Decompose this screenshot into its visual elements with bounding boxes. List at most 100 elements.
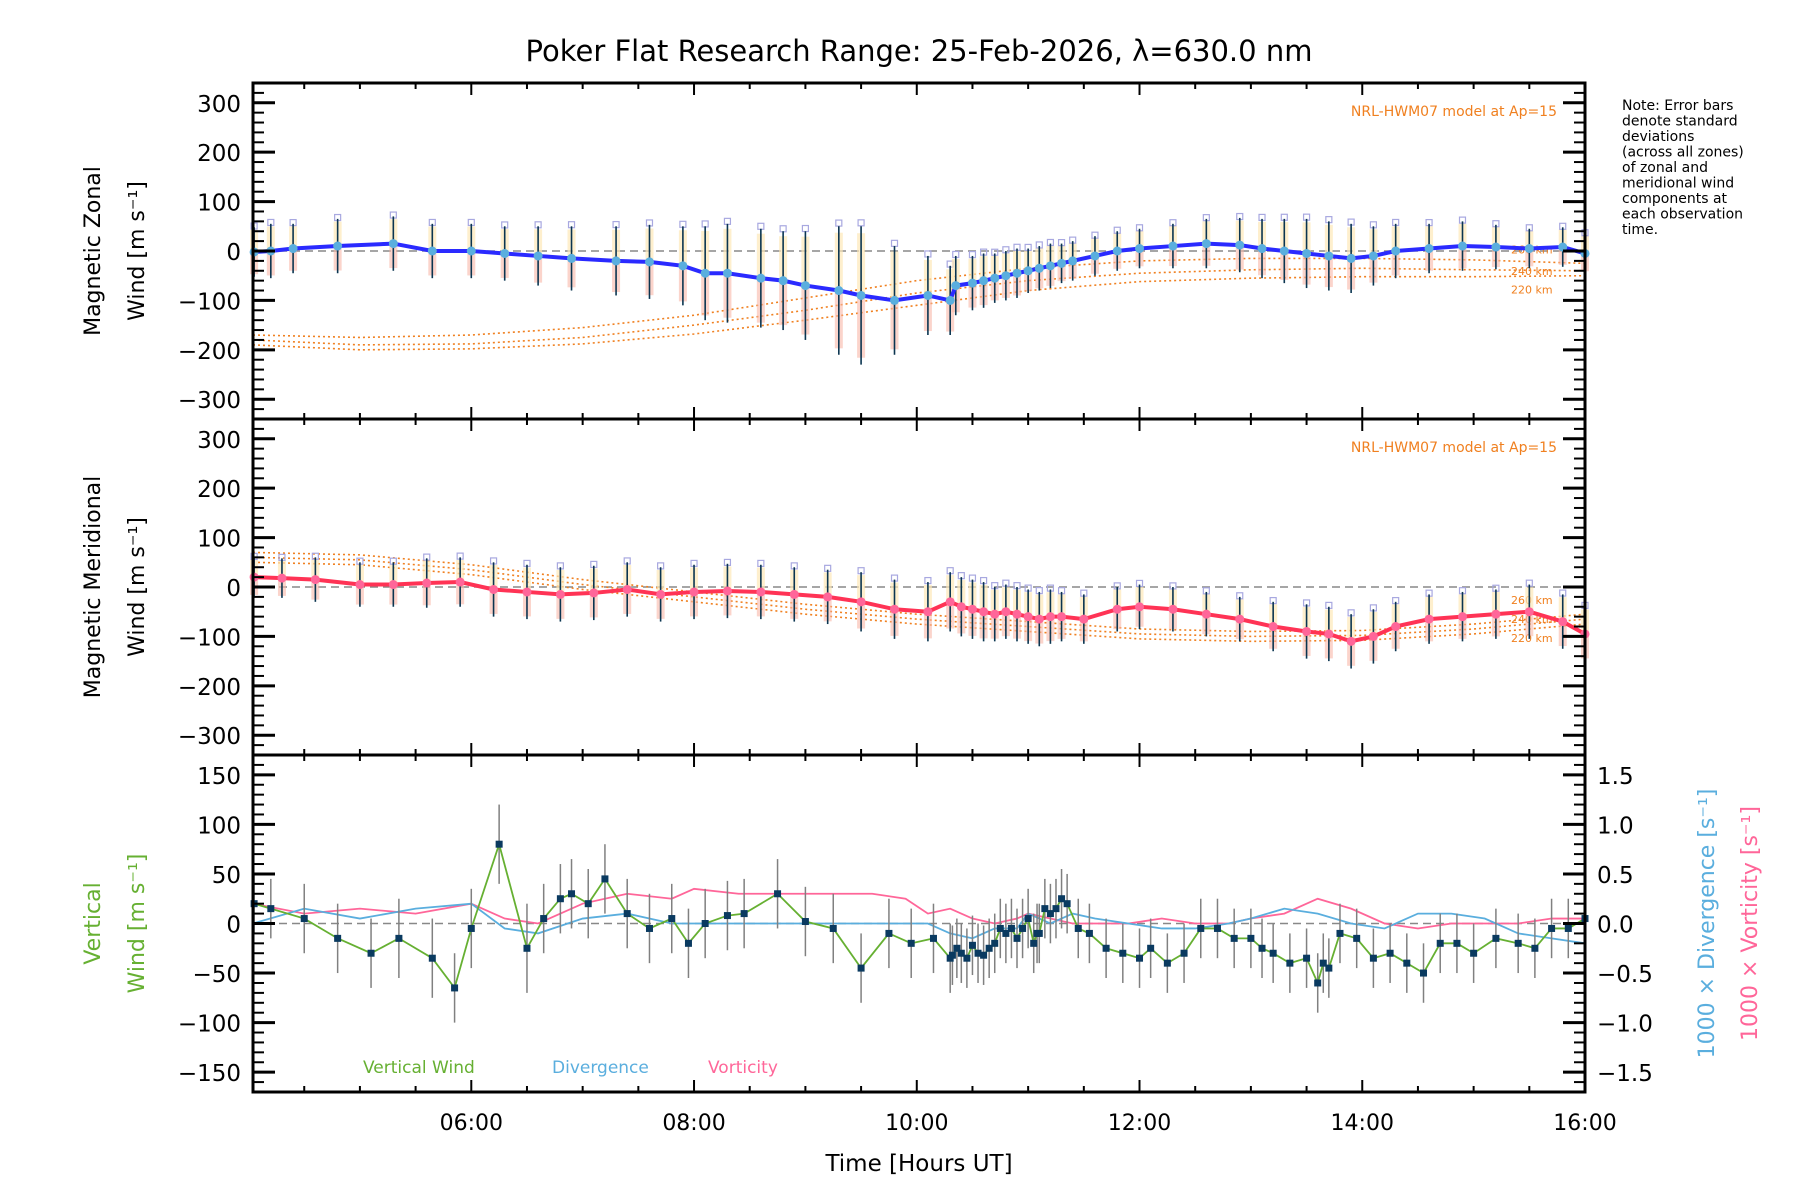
meridional-wind-point (856, 597, 866, 607)
meridional-wind-point (1045, 612, 1055, 622)
x-tick-label: 14:00 (1331, 1111, 1394, 1136)
y-axis-label-line2: Wind [m s⁻¹] (125, 854, 150, 994)
y-tick-label: 200 (197, 141, 241, 167)
y-tick-label: 100 (197, 191, 241, 217)
vertical-wind-point (1119, 949, 1127, 957)
meridional-wind-point (889, 604, 899, 614)
note-line: (across all zones) (1622, 145, 1744, 161)
vertical-wind-point (1314, 979, 1322, 987)
zonal-wind-point (1112, 246, 1122, 256)
note-line: components at (1622, 191, 1728, 207)
note-line: deviations (1622, 129, 1694, 145)
meridional-wind-point (555, 589, 565, 599)
meridional-wind-point (722, 586, 732, 596)
zonal-wind-point (756, 273, 766, 283)
zone-point (701, 220, 709, 228)
meridional-wind-point (656, 589, 666, 599)
y2-tick-label: 1.0 (1597, 813, 1634, 839)
vertical-wind-point (1319, 959, 1327, 967)
vertical-wind-point (1046, 910, 1054, 918)
vertical-wind-point (929, 934, 937, 942)
note-line: Note: Error bars (1622, 98, 1733, 114)
zone-point (757, 222, 765, 230)
vertical-wind-point (948, 951, 956, 959)
vertical-wind-point (1102, 944, 1110, 952)
meridional-wind-point (1524, 607, 1534, 617)
x-tick-label: 06:00 (440, 1111, 503, 1136)
y-tick-label: −150 (178, 1061, 241, 1087)
y-tick-label: 0 (226, 913, 241, 939)
y2-tick-label: 0.0 (1597, 913, 1634, 939)
meridional-wind-point (990, 609, 1000, 619)
meridional-wind-point (1057, 612, 1067, 622)
vertical-wind-point (1258, 944, 1266, 952)
vertical-wind-point (1024, 915, 1032, 923)
meridional-wind-point (355, 580, 365, 590)
y2-tick-label: −0.5 (1597, 962, 1653, 988)
zone-point (779, 225, 787, 233)
vertical-wind-point (1058, 895, 1066, 903)
vertical-wind-point (907, 939, 915, 947)
zonal-wind-point (1558, 242, 1568, 252)
meridional-wind-point (1135, 602, 1145, 612)
divergence-axis-label: 1000 × Divergence [s⁻¹] (1695, 789, 1720, 1059)
y2-tick-label: 1.5 (1597, 764, 1634, 790)
meridional-wind-point (1391, 622, 1401, 632)
meridional-wind-point (1302, 626, 1312, 636)
vertical-wind-point (1180, 949, 1188, 957)
vertical-wind-point (601, 875, 609, 883)
vertical-wind-point (451, 984, 459, 992)
zonal-wind-point (856, 290, 866, 300)
zonal-wind-point (889, 295, 899, 305)
vertical-wind-point (1286, 959, 1294, 967)
vertical-wind-point (267, 905, 275, 913)
legend-vorticity: Vorticity (708, 1058, 778, 1078)
zonal-wind-point (1524, 244, 1534, 254)
vertical-wind-point (540, 915, 548, 923)
meridional-wind-point (1491, 609, 1501, 619)
y-tick-label: −200 (178, 339, 241, 365)
note-line: time. (1622, 222, 1658, 238)
note-line: denote standard (1622, 114, 1738, 130)
meridional-wind-point (1001, 607, 1011, 617)
model-altitude-label: 220 km (1511, 284, 1553, 297)
y-tick-label: −100 (178, 289, 241, 315)
zonal-wind-point (567, 253, 577, 263)
meridional-wind-point (789, 589, 799, 599)
zone-point (723, 217, 732, 225)
meridional-wind-point (1079, 614, 1089, 624)
meridional-wind-point (945, 597, 955, 607)
zonal-wind-point (1279, 246, 1289, 256)
vertical-wind-point (974, 949, 982, 957)
y-axis-label-line1: Magnetic Zonal (81, 166, 106, 336)
meridional-wind-point (1558, 617, 1568, 627)
vertical-wind-point (1035, 929, 1043, 937)
y-axis-label-line1: Magnetic Meridional (81, 476, 106, 698)
y-tick-label: 0 (226, 240, 241, 266)
x-axis-label: Time [Hours UT] (824, 1151, 1012, 1177)
vertical-wind-point (668, 915, 676, 923)
meridional-wind-point (967, 604, 977, 614)
vertical-wind-point (584, 900, 592, 908)
vertical-wind-point (523, 944, 531, 952)
vertical-wind-line (253, 841, 1586, 990)
meridional-wind-point (589, 588, 599, 598)
vertical-wind-point (1453, 939, 1461, 947)
vertical-wind-point (300, 915, 308, 923)
meridional-wind-point (956, 602, 966, 612)
zonal-wind-point (1491, 242, 1501, 252)
meridional-wind-point (1012, 609, 1022, 619)
vertical-wind-point (1470, 949, 1478, 957)
vertical-wind-point (1369, 954, 1377, 962)
legend-vertical-wind: Vertical Wind (363, 1058, 475, 1078)
zonal-wind-point (1235, 240, 1245, 250)
zonal-wind-point (1068, 256, 1078, 266)
vertical-wind-point (1336, 929, 1344, 937)
vertical-wind-point (723, 912, 731, 920)
vertical-wind-point (953, 944, 961, 952)
model-altitude-label: 240 km (1511, 265, 1553, 278)
vertical-wind-point (701, 920, 709, 927)
vertical-wind-point (774, 890, 782, 898)
